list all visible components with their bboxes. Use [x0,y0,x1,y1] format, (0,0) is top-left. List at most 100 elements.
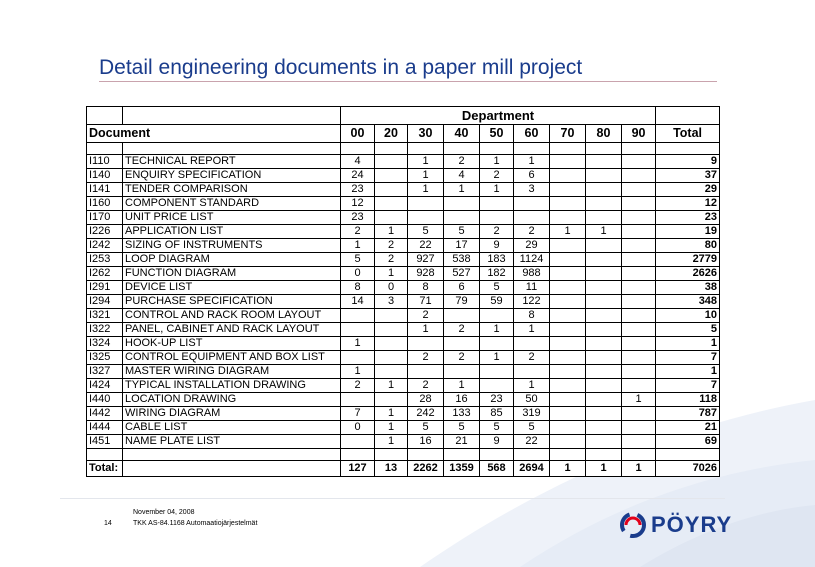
department-total: 127 [340,460,375,477]
totals-row: Total: 127 13 2262 1359 568 2694 1 1 1 7026 [86,460,721,477]
department-count [443,196,480,211]
department-count [549,364,586,379]
department-count [374,350,408,365]
department-count: 1 [479,350,514,365]
department-count: 2 [340,224,375,239]
department-count: 5 [479,280,514,295]
department-count: 9 [479,434,514,449]
column-header: 70 [549,124,586,143]
department-count [549,210,586,225]
department-count [585,420,622,435]
document-name: UNIT PRICE LIST [122,210,341,225]
department-count: 1 [374,434,408,449]
table-row: I442 WIRING DIAGRAM 7 1 242 133 85 319 787 [86,406,721,421]
department-count [585,392,622,407]
department-count [340,434,375,449]
department-count: 29 [513,238,550,253]
department-count: 2 [374,252,408,267]
document-header: Document [86,124,341,143]
department-count [549,168,586,183]
row-total: 1 [655,336,721,351]
department-count [479,210,514,225]
document-code: I291 [86,280,123,295]
table-row: I226 APPLICATION LIST 2 1 5 5 2 2 1 1 19 [86,224,721,239]
row-total: 12 [655,196,721,211]
document-name: TYPICAL INSTALLATION DRAWING [122,378,341,393]
row-total: 38 [655,280,721,295]
document-code: I294 [86,294,123,309]
column-header-row: Document 00 20 30 40 50 60 70 80 90 Tota… [86,124,721,143]
department-count [620,168,657,183]
row-total: 787 [655,406,721,421]
empty-header-cell [86,106,123,125]
department-count [620,252,657,267]
department-count: 1 [620,392,657,407]
row-total: 9 [655,154,721,169]
department-count: 22 [513,434,550,449]
department-count: 1 [479,322,514,337]
document-name: LOCATION DRAWING [122,392,341,407]
department-count [374,168,408,183]
department-count: 1124 [513,252,550,267]
department-count: 3 [513,182,550,197]
document-name: FUNCTION DIAGRAM [122,266,341,281]
department-count: 85 [479,406,514,421]
document-name: CONTROL EQUIPMENT AND BOX LIST [122,350,341,365]
department-count [549,280,586,295]
department-count [620,420,657,435]
department-count: 1 [407,182,444,197]
document-code: I253 [86,252,123,267]
department-count: 14 [340,294,375,309]
department-count [549,420,586,435]
department-count: 527 [443,266,480,281]
department-count: 1 [374,378,408,393]
department-count [585,280,622,295]
department-count [585,196,622,211]
row-total: 348 [655,294,721,309]
department-count [513,196,550,211]
department-total: 568 [479,460,514,477]
department-count: 8 [407,280,444,295]
poyry-logo-icon [620,512,646,538]
document-code: I451 [86,434,123,449]
document-code: I170 [86,210,123,225]
row-total: 1 [655,364,721,379]
document-code: I440 [86,392,123,407]
empty-header-cell [122,106,341,125]
department-count [374,308,408,323]
row-total: 19 [655,224,721,239]
department-count [585,210,622,225]
row-total: 7 [655,378,721,393]
table-row: I451 NAME PLATE LIST 1 16 21 9 22 69 [86,434,721,449]
department-count: 319 [513,406,550,421]
department-count: 4 [443,168,480,183]
column-header: 60 [513,124,550,143]
document-code: I226 [86,224,123,239]
department-count: 2 [513,350,550,365]
department-count [585,350,622,365]
department-count: 5 [443,224,480,239]
department-count [620,224,657,239]
table-row: I242 SIZING OF INSTRUMENTS 1 2 22 17 9 29 80 [86,238,721,253]
department-count: 71 [407,294,444,309]
document-name: PANEL, CABINET AND RACK LAYOUT [122,322,341,337]
department-count [620,350,657,365]
department-count: 1 [513,322,550,337]
department-count: 538 [443,252,480,267]
table-row: I140 ENQUIRY SPECIFICATION 24 1 4 2 6 37 [86,168,721,183]
company-logo: PÖYRY [620,510,750,540]
department-count [585,434,622,449]
department-count [620,378,657,393]
department-count [549,154,586,169]
row-total: 2626 [655,266,721,281]
department-count [549,434,586,449]
document-name: LOOP DIAGRAM [122,252,341,267]
department-count [407,210,444,225]
document-name: NAME PLATE LIST [122,434,341,449]
department-count: 1 [340,238,375,253]
department-count [620,238,657,253]
department-count [585,238,622,253]
document-name: CONTROL AND RACK ROOM LAYOUT [122,308,341,323]
department-count: 0 [374,280,408,295]
department-count: 59 [479,294,514,309]
